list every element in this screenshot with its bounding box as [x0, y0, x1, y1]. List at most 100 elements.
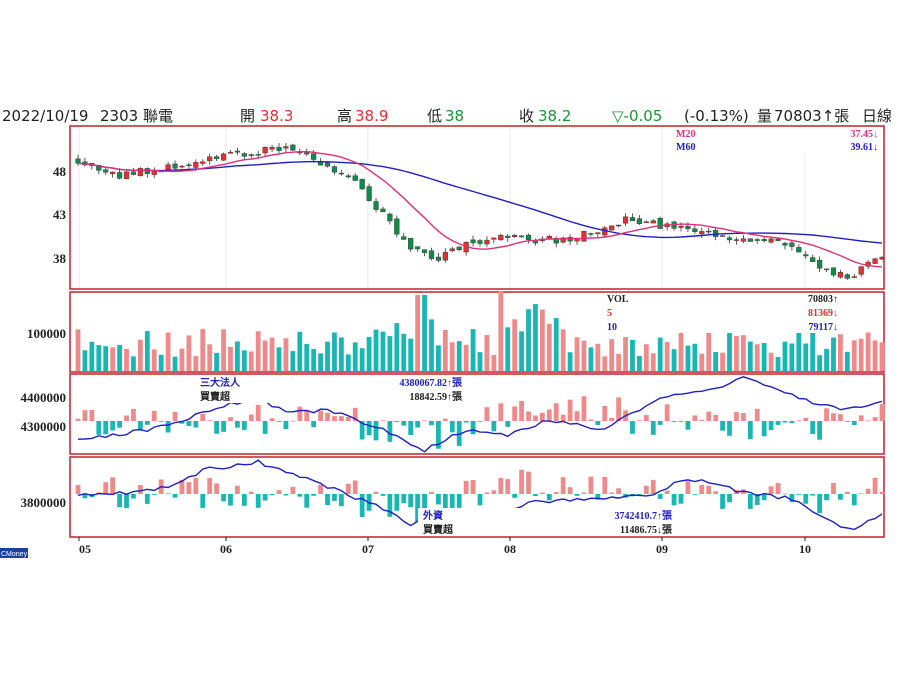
volume-bar — [491, 355, 497, 371]
header-stock: 2303 聯電 — [100, 107, 173, 125]
volume-bar — [567, 352, 573, 371]
net-bar — [117, 421, 122, 428]
net-bar — [373, 421, 379, 441]
candle — [782, 243, 788, 246]
candle — [359, 178, 365, 190]
net-bar — [124, 494, 129, 508]
foreign-legend: 外資 3742410.7↑張 買賣超 11486.75↓張 — [418, 508, 676, 536]
volume-bar — [429, 319, 434, 371]
net-bar — [595, 421, 601, 426]
net-bar — [692, 494, 698, 495]
candle — [650, 220, 656, 224]
candle — [685, 226, 691, 230]
net-bar — [394, 421, 400, 422]
net-bar — [831, 413, 836, 421]
candle — [227, 151, 234, 154]
net-bar — [262, 421, 268, 434]
header-low-label: 低 — [427, 107, 442, 125]
volume-bar — [89, 341, 95, 371]
price-y-tick: 43 — [53, 207, 67, 222]
volume-bar — [671, 349, 677, 371]
candle — [837, 271, 844, 278]
candle — [234, 150, 241, 153]
candle — [373, 201, 379, 210]
volume-bar — [318, 353, 323, 371]
net-bar — [775, 483, 781, 494]
candles — [75, 142, 885, 280]
candle — [512, 234, 518, 237]
net-bar — [144, 421, 150, 425]
candle — [255, 154, 261, 156]
candle — [324, 162, 331, 167]
candle — [366, 186, 372, 201]
candle — [283, 146, 289, 149]
volume-bar — [456, 341, 462, 371]
volume-bar — [82, 350, 88, 371]
net-bar — [248, 491, 254, 494]
volume-bar — [131, 356, 136, 371]
volume-bar — [595, 343, 601, 371]
volume-bar — [824, 348, 829, 371]
net-bar — [200, 413, 206, 421]
net-bar — [574, 494, 580, 496]
net-bar — [325, 494, 330, 506]
net-bar — [103, 421, 109, 435]
volume-bar — [352, 342, 358, 371]
volume-bar — [373, 329, 379, 371]
foreign-y-tick: 3800000 — [21, 495, 67, 510]
net-bar — [214, 483, 220, 494]
candle — [491, 237, 497, 240]
net-bar — [304, 410, 310, 421]
net-bar — [498, 403, 504, 421]
candle — [588, 233, 594, 235]
candle — [276, 146, 282, 151]
net-bar — [283, 421, 289, 430]
volume-bar — [110, 347, 116, 371]
candle — [643, 221, 649, 223]
volume-bar — [803, 343, 809, 371]
net-bar — [311, 421, 317, 428]
net-bar — [720, 421, 725, 431]
net-bar — [768, 421, 774, 431]
net-bar — [408, 421, 414, 436]
candle — [581, 230, 587, 242]
net-bar — [359, 494, 365, 518]
candle — [477, 240, 483, 244]
net-bar — [214, 421, 220, 434]
candle — [470, 239, 476, 244]
volume-bar — [838, 334, 843, 371]
net-bar — [512, 494, 518, 498]
net-bar — [824, 494, 829, 501]
candle — [747, 238, 753, 242]
net-bar — [470, 479, 476, 494]
x-tick: 07 — [362, 542, 374, 556]
x-tick: 06 — [220, 542, 232, 556]
volume-bar — [449, 342, 455, 371]
net-bar — [803, 494, 809, 504]
candle — [207, 156, 213, 161]
net-bar — [539, 412, 545, 421]
net-bar — [630, 421, 635, 434]
price-panel-frame — [69, 125, 885, 290]
net-bar — [484, 492, 490, 494]
volume-bar — [796, 332, 802, 371]
net-bar — [609, 417, 615, 421]
volume-bar — [248, 351, 254, 371]
net-bar — [89, 409, 95, 421]
header-change: ▽-0.05 — [612, 107, 662, 125]
candle — [290, 144, 296, 151]
net-bar — [318, 410, 323, 421]
candle — [484, 239, 490, 245]
net-bar — [172, 494, 178, 498]
volume-bar — [283, 338, 289, 371]
net-bar — [207, 478, 213, 494]
net-bar — [338, 494, 344, 507]
net-bar — [463, 480, 469, 494]
volume-bar — [408, 338, 414, 371]
net-bar — [345, 417, 351, 421]
net-bar — [131, 494, 136, 499]
candle — [193, 162, 199, 168]
inst-y-ticks: 4400000 4300000 — [21, 390, 67, 434]
net-bar — [553, 403, 559, 421]
net-bar — [796, 420, 802, 422]
